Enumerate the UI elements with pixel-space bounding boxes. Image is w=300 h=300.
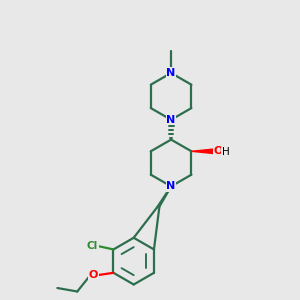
Polygon shape [191,149,217,154]
Text: H: H [222,147,230,157]
Text: O: O [89,270,98,280]
Text: Cl: Cl [87,241,98,251]
Text: O: O [213,146,223,156]
Text: N: N [167,182,176,191]
Text: N: N [167,115,176,125]
Text: N: N [167,68,176,78]
